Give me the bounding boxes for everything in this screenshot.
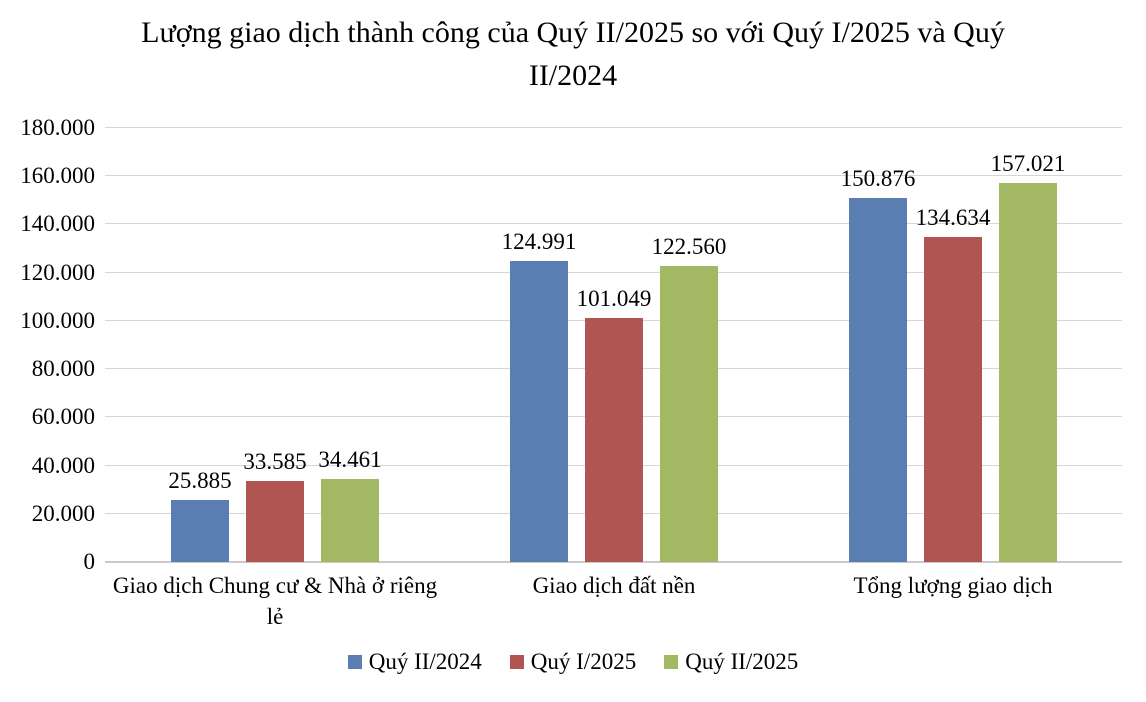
bar-value-label: 34.461 <box>318 447 382 472</box>
legend-swatch-icon <box>509 655 524 669</box>
y-tick-label: 140.000 <box>20 211 95 236</box>
y-tick-label: 120.000 <box>20 260 95 285</box>
legend-item: Quý II/2025 <box>664 649 798 675</box>
bar-value-label: 134.634 <box>915 205 991 230</box>
gridline <box>105 223 1122 224</box>
y-tick-label: 100.000 <box>20 308 95 333</box>
bar <box>924 237 982 562</box>
legend: Quý II/2024 Quý I/2025 Quý II/2025 <box>0 649 1146 675</box>
plot-area <box>105 127 1122 563</box>
gridline <box>105 175 1122 176</box>
chart-title: Lượng giao dịch thành công của Quý II/20… <box>0 12 1146 97</box>
bar <box>246 481 304 562</box>
bar <box>321 479 379 562</box>
x-category-label: Giao dịch Chung cư & Nhà ở riêng lẻ <box>112 573 438 630</box>
chart-title-text: Lượng giao dịch thành công của Quý II/20… <box>141 16 1005 92</box>
legend-item: Quý II/2024 <box>347 649 482 675</box>
legend-swatch-icon <box>347 655 362 669</box>
gridline <box>105 127 1122 128</box>
legend-label: Quý II/2024 <box>368 649 482 674</box>
x-category-label: Giao dịch đất nền <box>532 573 696 598</box>
y-tick-label: 20.000 <box>31 501 95 526</box>
y-tick-label: 160.000 <box>20 163 95 188</box>
x-category-label: Tổng lượng giao dịch <box>853 573 1053 598</box>
gridline <box>105 272 1122 273</box>
bar-value-label: 25.885 <box>168 468 232 493</box>
bar <box>585 318 643 562</box>
y-tick-label: 180.000 <box>20 115 95 140</box>
y-tick-label: 40.000 <box>31 453 95 478</box>
y-tick-label: 0 <box>83 549 96 574</box>
legend-label: Quý I/2025 <box>530 649 637 674</box>
bar <box>171 500 229 562</box>
bar-value-label: 157.021 <box>990 151 1066 176</box>
bar-value-label: 150.876 <box>840 166 916 191</box>
bar-value-label: 122.560 <box>651 234 727 259</box>
bar-value-label: 124.991 <box>501 229 577 254</box>
legend-swatch-icon <box>664 655 679 669</box>
bar <box>999 183 1057 562</box>
bar <box>849 198 907 562</box>
bar-value-label: 101.049 <box>576 286 652 311</box>
y-tick-label: 60.000 <box>31 404 95 429</box>
bar-value-label: 33.585 <box>243 449 307 474</box>
legend-label: Quý II/2025 <box>685 649 799 674</box>
bar <box>660 266 718 562</box>
y-tick-label: 80.000 <box>31 356 95 381</box>
legend-item: Quý I/2025 <box>509 649 637 675</box>
x-axis-line <box>105 561 1122 563</box>
bar <box>510 261 568 562</box>
